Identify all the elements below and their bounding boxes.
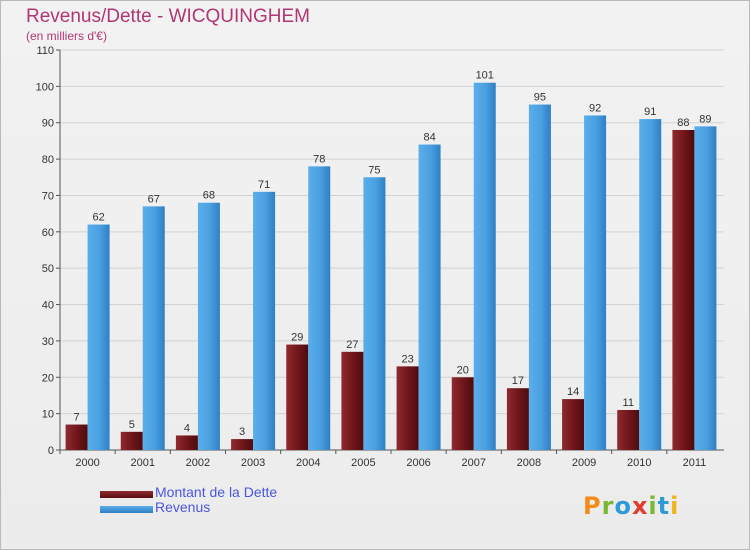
x-tick-label: 2005: [351, 457, 375, 469]
legend-label-dette: Montant de la Dette: [155, 484, 278, 500]
data-label-revenus: 91: [644, 106, 656, 118]
bar-dette: [341, 351, 364, 450]
data-label-dette: 3: [239, 426, 245, 438]
x-tick-label: 2004: [296, 457, 320, 469]
legend-swatch-revenus: [100, 506, 153, 513]
bar-dette: [451, 377, 474, 450]
x-tick-label: 2010: [627, 457, 651, 469]
bar-revenus: [418, 144, 441, 450]
x-tick-label: 2008: [517, 457, 541, 469]
x-tick-label: 2003: [241, 457, 265, 469]
data-label-revenus: 62: [92, 212, 104, 224]
data-label-revenus: 75: [368, 164, 380, 176]
bar-dette: [231, 439, 254, 450]
bar-dette: [506, 388, 529, 450]
bars: [65, 82, 717, 451]
data-label-dette: 23: [401, 353, 413, 365]
data-label-dette: 27: [346, 339, 358, 351]
grid-lines: [60, 49, 724, 415]
bar-dette: [617, 410, 640, 450]
data-label-dette: 11: [623, 397, 634, 409]
y-tick-label: 0: [48, 445, 54, 457]
data-label-dette: 7: [74, 412, 80, 424]
data-label-revenus: 67: [148, 193, 160, 205]
proxiti-logo: Proxiti: [583, 492, 680, 520]
bar-revenus: [528, 104, 551, 450]
legend-label-revenus: Revenus: [155, 499, 211, 515]
bar-revenus: [584, 115, 607, 451]
x-tick-label: 2007: [462, 457, 486, 469]
bar-dette: [120, 431, 143, 450]
bar-dette: [175, 435, 198, 450]
y-tick-label: 20: [42, 372, 54, 384]
bar-revenus: [473, 82, 496, 451]
chart-subtitle: (en milliers d'€): [26, 29, 107, 43]
x-tick-label: 2006: [406, 457, 430, 469]
y-tick-label: 10: [42, 409, 54, 421]
bar-revenus: [87, 224, 110, 450]
x-tick-label: 2011: [683, 457, 707, 469]
data-label-dette: 20: [457, 364, 469, 376]
data-label-dette: 17: [512, 375, 524, 387]
bar-revenus: [197, 202, 220, 450]
bar-dette: [396, 366, 419, 450]
data-label-dette: 88: [677, 117, 689, 129]
bar-revenus: [694, 126, 717, 450]
axes: 0 10 20 30 40 50 60 70 80 90 100 110 2000 2001 2002 200…: [36, 45, 724, 469]
bar-dette: [65, 424, 88, 450]
data-label-revenus: 68: [203, 190, 215, 202]
y-tick-label: 40: [42, 300, 54, 312]
y-tick-label: 80: [42, 154, 54, 166]
y-tick-label: 100: [36, 81, 54, 93]
bar-revenus: [308, 166, 331, 450]
bar-dette: [562, 399, 585, 450]
data-label-revenus: 92: [589, 102, 601, 114]
y-tick-label: 90: [42, 118, 54, 130]
x-tick-label: 2000: [75, 457, 99, 469]
data-label-dette: 5: [129, 419, 135, 431]
bar-revenus: [363, 177, 386, 451]
bar-revenus: [142, 206, 165, 450]
y-tick-label: 50: [42, 263, 54, 275]
data-label-dette: 29: [291, 332, 303, 344]
data-label-dette: 14: [567, 386, 579, 398]
bar-revenus: [639, 119, 662, 450]
y-tick-label: 70: [42, 190, 54, 202]
x-tick-label: 2002: [186, 457, 210, 469]
bar-revenus: [253, 191, 276, 450]
y-tick-label: 30: [42, 336, 54, 348]
data-label-revenus: 71: [258, 179, 270, 191]
data-label-dette: 4: [184, 422, 190, 434]
data-label-revenus: 84: [423, 132, 435, 144]
y-tick-label: 110: [36, 45, 54, 57]
data-label-revenus: 95: [534, 92, 546, 104]
data-label-revenus: 101: [476, 70, 494, 82]
chart-title: Revenus/Dette - WICQUINGHEM: [26, 6, 310, 27]
legend-swatch-dette: [100, 491, 153, 498]
y-tick-label: 60: [42, 227, 54, 239]
data-label-revenus: 78: [313, 153, 325, 165]
bar-dette: [286, 344, 309, 450]
data-labels: 7 62 5 67 4 68 3 71 29 78 27 75 23 84 20 101 17 95 14 92 11 9…: [74, 70, 712, 438]
data-label-revenus: 89: [699, 113, 711, 125]
bar-dette: [672, 130, 695, 450]
x-tick-label: 2009: [572, 457, 596, 469]
x-tick-label: 2001: [131, 457, 155, 469]
